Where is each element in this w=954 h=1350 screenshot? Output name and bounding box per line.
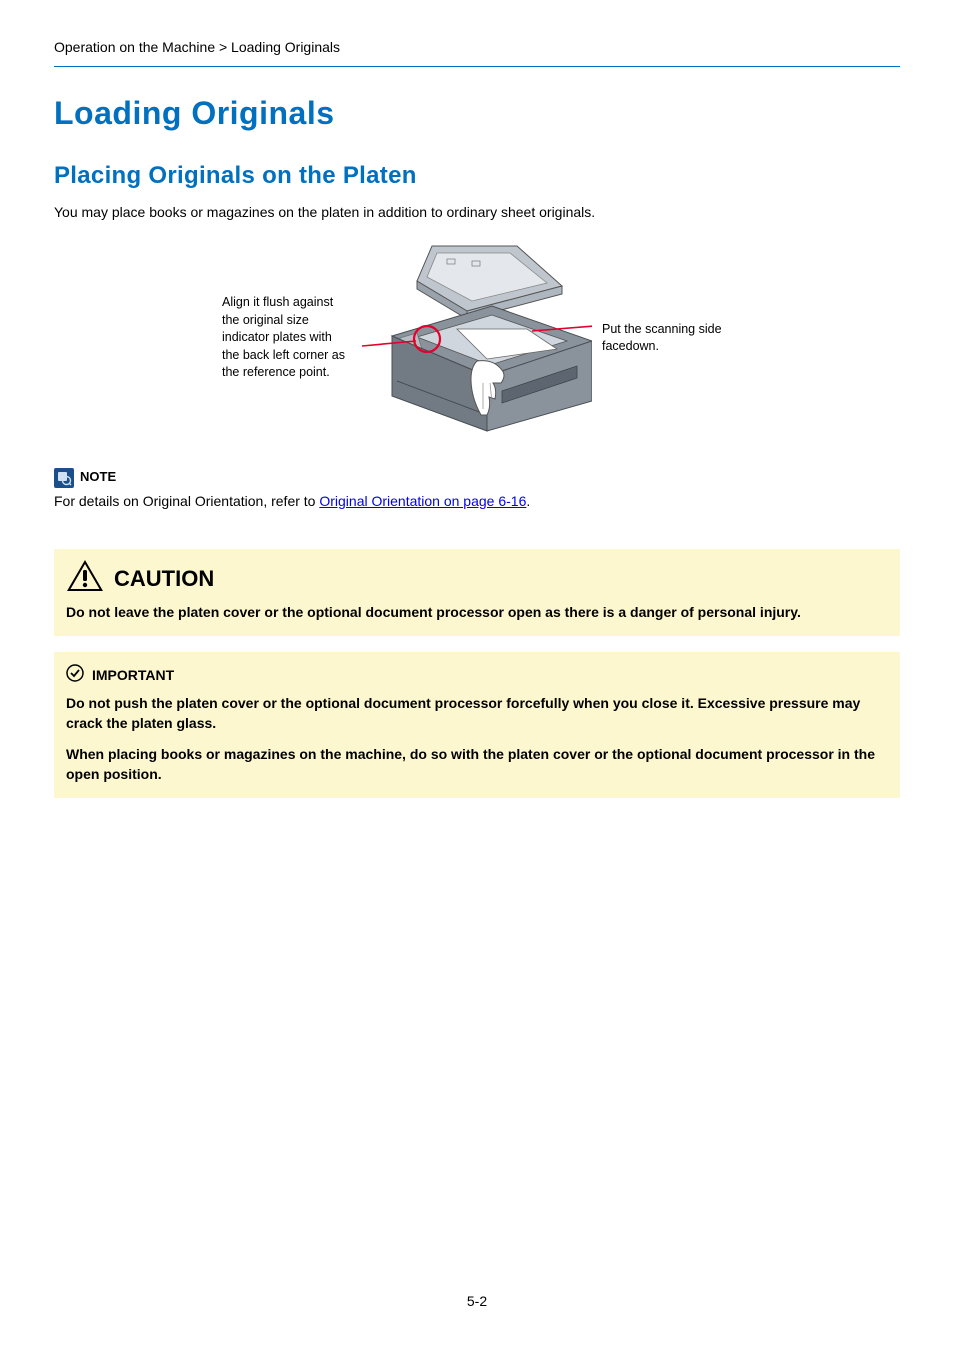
important-check-icon: [66, 664, 84, 688]
caution-triangle-icon: [66, 559, 104, 599]
note-text-prefix: For details on Original Orientation, ref…: [54, 493, 319, 509]
printer-diagram: [362, 241, 592, 436]
important-p1: Do not push the platen cover or the opti…: [66, 694, 888, 733]
caution-body: Do not leave the platen cover or the opt…: [66, 603, 888, 623]
diagram-row: Align it flush against the original size…: [54, 241, 900, 436]
note-icon: [54, 468, 74, 488]
important-title: IMPORTANT: [92, 666, 174, 686]
section-title-h2: Placing Originals on the Platen: [54, 159, 900, 193]
callout-left: Align it flush against the original size…: [222, 294, 352, 382]
page-number: 5-2: [0, 1292, 954, 1312]
note-block: NOTE For details on Original Orientation…: [54, 468, 900, 512]
important-box: IMPORTANT Do not push the platen cover o…: [54, 652, 900, 798]
note-body: For details on Original Orientation, ref…: [54, 492, 900, 512]
callout-right: Put the scanning side facedown.: [602, 321, 732, 356]
important-p2: When placing books or magazines on the m…: [66, 745, 888, 784]
note-text-suffix: .: [526, 493, 530, 509]
important-body: Do not push the platen cover or the opti…: [66, 694, 888, 784]
caution-box: CAUTION Do not leave the platen cover or…: [54, 549, 900, 636]
page-title-h1: Loading Originals: [54, 91, 900, 136]
breadcrumb: Operation on the Machine > Loading Origi…: [54, 38, 900, 67]
note-label: NOTE: [80, 468, 116, 486]
note-link[interactable]: Original Orientation on page 6-16: [319, 493, 526, 509]
intro-text: You may place books or magazines on the …: [54, 203, 900, 223]
caution-title: CAUTION: [114, 564, 214, 595]
